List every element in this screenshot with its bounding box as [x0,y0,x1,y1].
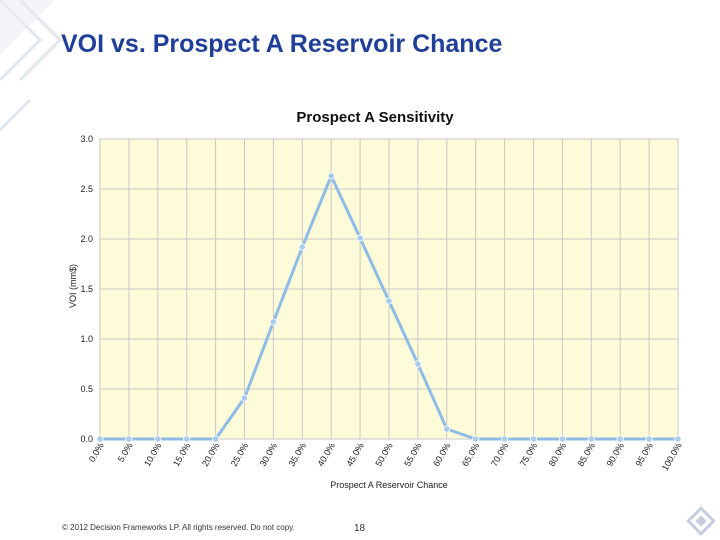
data-point [645,435,653,443]
y-tick-label: 2.0 [80,234,93,244]
company-logo [686,506,716,536]
data-point [472,435,480,443]
data-point [125,435,133,443]
y-tick-label: 1.5 [80,284,93,294]
data-point [327,172,335,180]
data-point [385,297,393,305]
x-tick-label: 75.0% [518,441,539,468]
x-tick-label: 35.0% [287,441,308,468]
y-tick-label: 0.5 [80,384,93,394]
data-point [269,318,277,326]
data-point [529,435,538,443]
footer-copyright: © 2012 Decision Frameworks LP. All right… [62,523,295,532]
data-point [674,435,682,443]
data-point [500,435,509,443]
x-tick-label: 80.0% [547,441,568,468]
series-points [96,172,682,443]
x-tick-label: 45.0% [344,441,365,468]
chart-title: Prospect A Sensitivity [296,109,454,126]
gridlines [99,138,679,440]
data-point [616,435,624,443]
x-axis-label: Prospect A Reservoir Chance [330,480,448,490]
y-axis-ticks: 0.0 0.5 1.0 1.5 2.0 2.5 3.0 [80,134,93,444]
data-point [414,360,422,368]
x-tick-label: 50.0% [373,441,394,468]
x-axis-ticks: 0.0% 5.0% 10.0% 15.0% 20.0% 25.0% 30.0% 35.0% 40… [87,441,684,472]
x-tick-label: 30.0% [258,441,279,468]
y-tick-label: 3.0 [80,134,93,144]
data-point [558,435,567,443]
x-tick-label: 25.0% [229,441,250,468]
data-point [443,425,451,433]
x-tick-label: 100.0% [660,441,684,472]
data-point [298,243,306,251]
x-tick-label: 40.0% [316,441,337,468]
data-point [212,435,220,443]
data-point [96,435,104,443]
x-tick-label: 70.0% [489,441,510,468]
data-point [154,435,162,443]
x-tick-label: 90.0% [605,441,626,468]
data-point [356,234,364,242]
x-tick-label: 5.0% [116,441,135,464]
x-tick-label: 60.0% [431,441,452,468]
x-tick-label: 95.0% [633,441,654,468]
y-tick-label: 1.0 [80,334,93,344]
data-point [587,435,595,443]
data-point [183,435,191,443]
y-tick-label: 2.5 [80,184,93,194]
y-axis-label: VOI (mm$) [68,264,78,308]
x-tick-label: 0.0% [87,441,106,464]
slide-title: VOI vs. Prospect A Reservoir Chance [61,30,503,58]
x-tick-label: 85.0% [576,441,597,468]
data-point [240,394,249,402]
x-tick-label: 20.0% [200,441,221,468]
x-tick-label: 10.0% [142,441,163,468]
page-number: 18 [354,523,366,534]
x-tick-label: 65.0% [460,441,481,468]
y-tick-label: 0.0 [80,434,93,444]
x-tick-label: 55.0% [402,441,423,468]
x-tick-label: 15.0% [171,441,192,468]
